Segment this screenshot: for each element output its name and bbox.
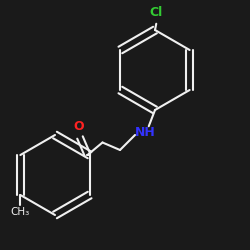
Text: CH₃: CH₃	[11, 207, 30, 217]
Text: NH: NH	[134, 126, 156, 139]
Text: O: O	[74, 120, 84, 133]
Text: Cl: Cl	[150, 6, 163, 19]
